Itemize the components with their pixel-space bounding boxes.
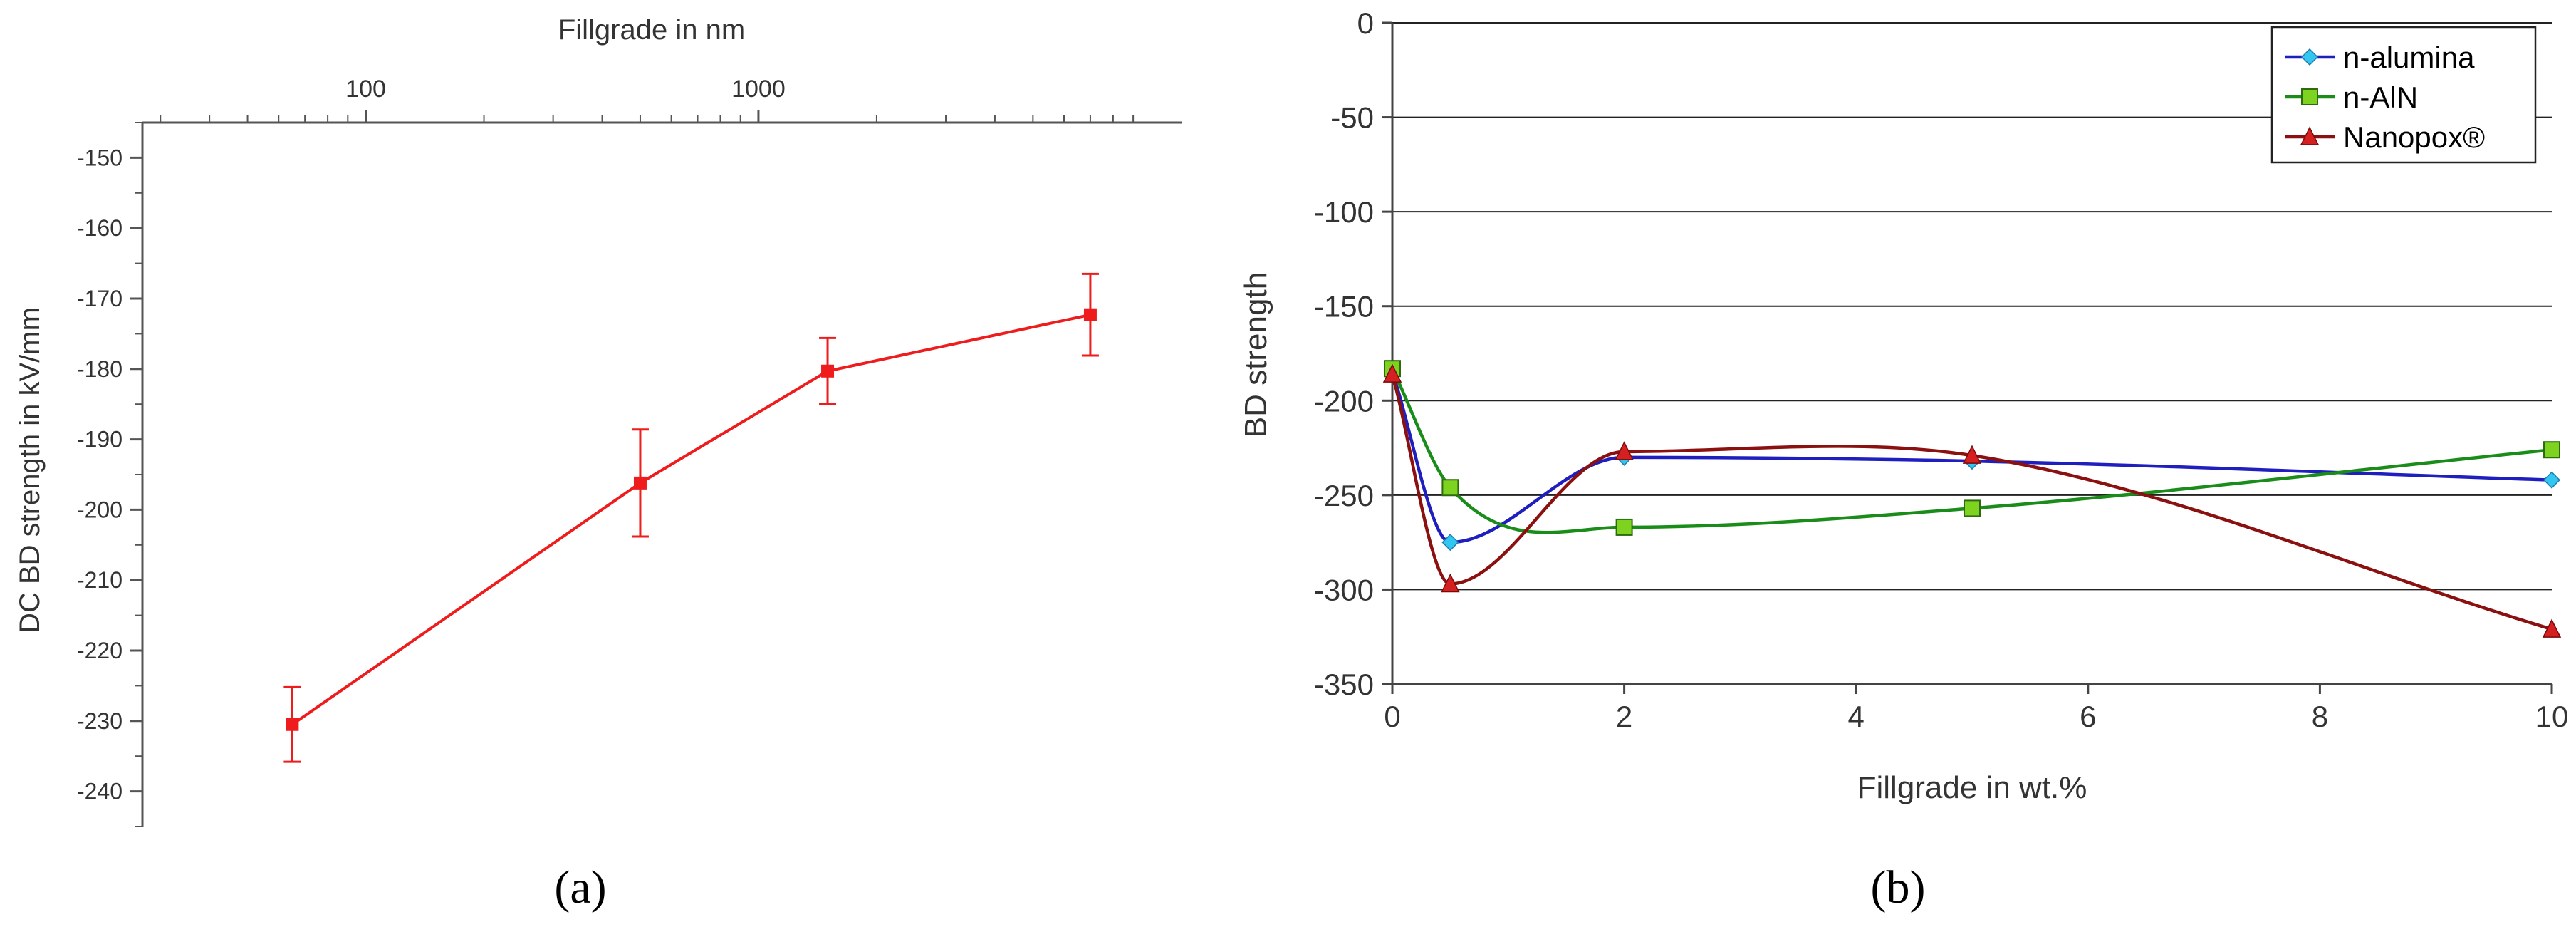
a-y-tick-label: -210 — [77, 567, 122, 593]
b-series-line-nalumina — [1390, 371, 2552, 544]
b-data-point — [2543, 441, 2560, 459]
b-data-point — [1615, 441, 1634, 460]
b-legend: n-alumina n-AlN Nanopox® — [2270, 26, 2537, 164]
a-y-tick-label: -200 — [77, 497, 122, 522]
a-y-tick-label: -180 — [77, 356, 122, 382]
a-y-tick-label: -160 — [77, 215, 122, 241]
b-data-point — [1962, 445, 1982, 464]
a-data-marks — [283, 272, 1099, 763]
b-ticks: 0 -50 -100 -150 -200 -250 -300 -350 0 2 4 6 8 10 — [1314, 6, 2568, 733]
a-y-tick-label: -170 — [77, 286, 122, 311]
b-data-marks — [1382, 360, 2562, 638]
a-series-line — [291, 313, 1091, 726]
b-legend-label: Nanopox® — [2343, 120, 2485, 154]
b-x-tick-label: 0 — [1384, 700, 1400, 733]
a-x-axis-title: Fillgrade in nm — [558, 14, 745, 46]
b-x-tick-label: 6 — [2080, 700, 2096, 733]
chart-panel-b: 0 -50 -100 -150 -200 -250 -300 -350 0 2 4 6 8 10 Fill… — [1239, 6, 2568, 913]
b-data-point — [2542, 618, 2562, 638]
b-y-tick-label: -100 — [1314, 195, 1374, 229]
b-legend-label: n-AlN — [2343, 81, 2418, 114]
b-x-tick-label: 10 — [2535, 700, 2569, 733]
b-y-tick-label: -150 — [1314, 290, 1374, 323]
b-data-point — [1382, 363, 1402, 383]
b-x-tick-label: 4 — [1848, 700, 1865, 733]
a-y-tick-label: -220 — [77, 638, 122, 663]
a-data-point — [286, 718, 299, 731]
chart-panel-a: 100 1000 -150 -160 -170 -180 -190 -200 -210 -220 -… — [14, 14, 1182, 913]
a-data-point — [821, 364, 835, 378]
a-y-axis-title: DC BD strength in kV/mm — [14, 307, 46, 633]
a-x-tick-label: 1000 — [731, 76, 786, 103]
b-x-tick-label: 8 — [2312, 700, 2328, 733]
a-data-point — [1083, 308, 1097, 321]
b-x-axis-title: Fillgrade in wt.% — [1857, 770, 2087, 805]
b-legend-marker — [2300, 48, 2319, 66]
b-series-line-nanopox — [1390, 373, 2552, 631]
a-data-point — [633, 476, 647, 490]
b-y-tick-label: -50 — [1330, 101, 1374, 135]
b-data-point — [1441, 573, 1460, 593]
b-y-axis-title: BD strength — [1239, 272, 1273, 437]
b-panel-label: (b) — [1871, 861, 1926, 913]
b-legend-marker — [2300, 126, 2320, 145]
a-y-tick-label: -240 — [77, 779, 122, 804]
b-data-point — [1441, 534, 1459, 551]
a-ticks: 100 1000 -150 -160 -170 -180 -190 -200 -210 -220 -… — [77, 76, 1135, 827]
b-data-point — [1441, 479, 1459, 497]
a-panel-label: (a) — [554, 861, 606, 913]
b-y-tick-label: 0 — [1357, 6, 1374, 40]
b-y-tick-label: -200 — [1314, 384, 1374, 418]
b-y-tick-label: -350 — [1314, 668, 1374, 701]
a-x-tick-label: 100 — [345, 76, 386, 103]
b-y-tick-label: -250 — [1314, 479, 1374, 512]
a-y-tick-label: -150 — [77, 145, 122, 170]
b-data-point — [1964, 499, 1981, 517]
b-legend-marker — [2301, 88, 2318, 105]
a-y-tick-label: -230 — [77, 708, 122, 734]
a-y-tick-label: -190 — [77, 427, 122, 452]
b-data-point — [2543, 471, 2561, 489]
b-data-point — [1615, 518, 1633, 536]
b-y-tick-label: -300 — [1314, 573, 1374, 606]
b-x-tick-label: 2 — [1616, 700, 1632, 733]
b-legend-label: n-alumina — [2343, 41, 2475, 74]
